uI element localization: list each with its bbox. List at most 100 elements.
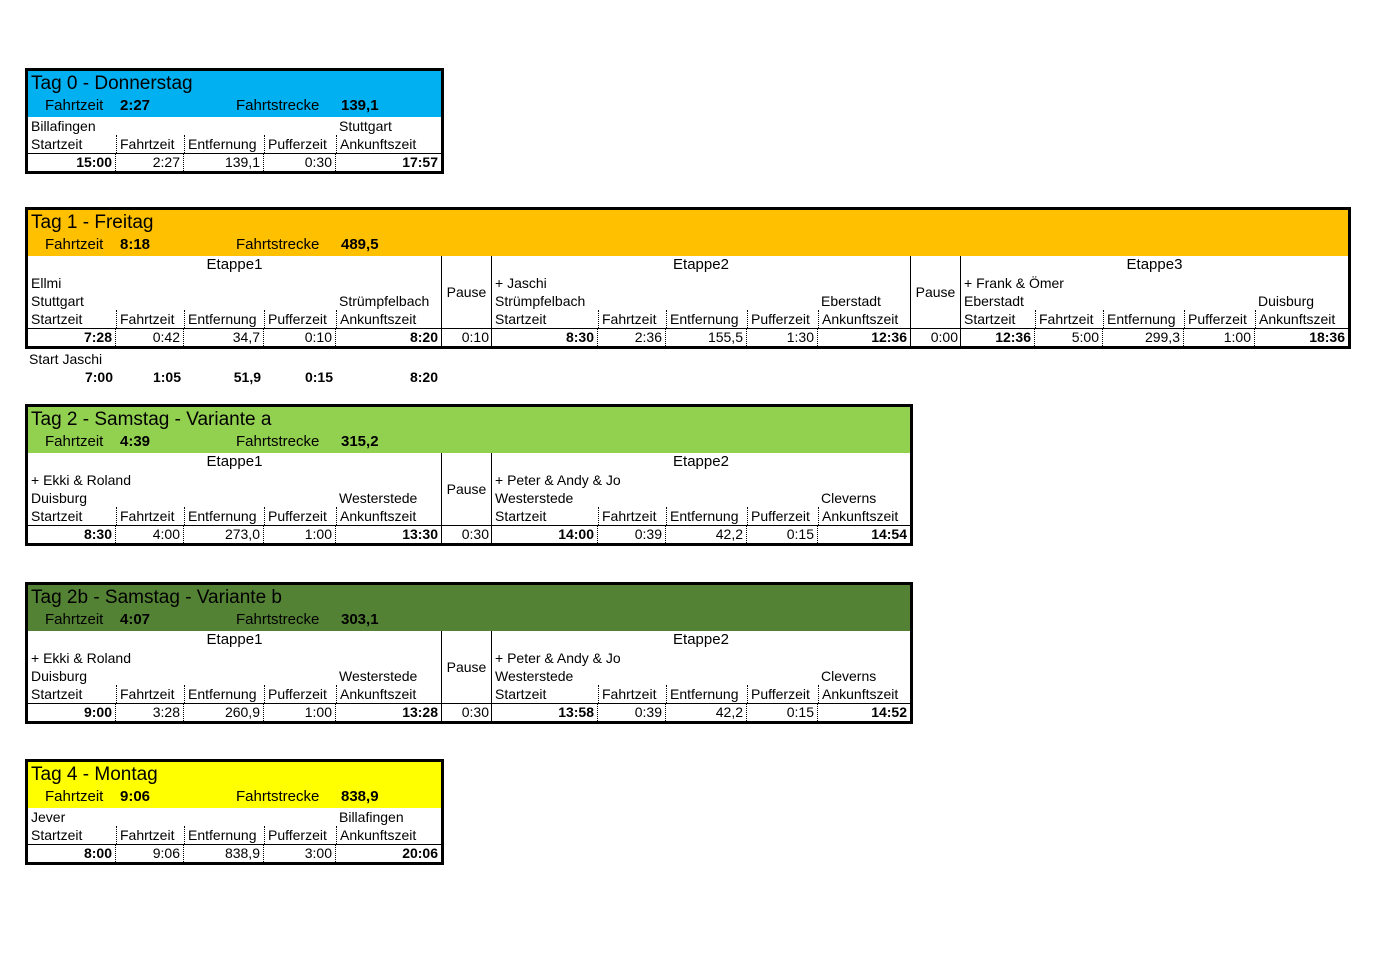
day-header: Tag 0 - Donnerstag Fahrtzeit 2:27 Fahrtstre…	[28, 71, 441, 117]
column-header: Pufferzeit	[747, 507, 818, 525]
column-header: Entfernung	[184, 826, 264, 844]
stage-from: Jever	[31, 809, 66, 825]
pause-label: Pause	[446, 481, 487, 497]
column-value: 273,0	[184, 525, 264, 543]
column-header: Startzeit	[31, 311, 83, 327]
pause-value: 0:30	[461, 704, 489, 720]
column-value: 299,3	[1103, 328, 1184, 346]
pause-line	[442, 703, 491, 704]
stage-from: Duisburg	[31, 668, 88, 684]
column-value: 12:36	[961, 328, 1035, 346]
column-header: Ankunftszeit	[336, 507, 441, 525]
column-value: 1:30	[747, 328, 818, 346]
strecke-value: 489,5	[341, 236, 379, 253]
day-header: Tag 4 - Montag Fahrtzeit 9:06 Fahrtstrecke 8…	[28, 762, 441, 808]
column-header: Ankunftszeit	[818, 685, 910, 703]
column-value: 8:00	[28, 844, 116, 862]
extra-value: 8:20	[409, 369, 438, 385]
column-value: 13:30	[402, 526, 438, 542]
column-value: 0:39	[598, 525, 666, 543]
value-row-line	[28, 525, 441, 526]
day-title: Tag 2 - Samstag - Variante a	[31, 409, 272, 430]
strecke-label: Fahrtstrecke	[236, 236, 320, 253]
extra-value: 0:15	[304, 369, 333, 385]
pause-label: Pause	[915, 284, 956, 300]
stage-to: Stuttgart	[339, 118, 392, 134]
extra-value: 1:05	[152, 369, 181, 385]
column-header: Startzeit	[495, 508, 547, 524]
strecke-label: Fahrtstrecke	[236, 611, 320, 628]
column-header: Pufferzeit	[264, 685, 336, 703]
stage-passenger: + Frank & Ömer	[964, 275, 1064, 291]
stage-passenger: + Peter & Andy & Jo	[495, 650, 621, 666]
column-value: 0:15	[747, 703, 818, 721]
column-header: Pufferzeit	[264, 507, 336, 525]
column-value: 0:10	[264, 328, 336, 346]
stage-header: Etappe1	[206, 453, 263, 470]
day-title: Tag 0 - Donnerstag	[31, 73, 193, 94]
value-row-line	[492, 525, 910, 526]
day-body: Etappe1 + Ekki & Roland Duisburg Westersted…	[28, 631, 910, 721]
strecke-value: 838,9	[341, 788, 379, 805]
column-value: 4:00	[116, 525, 184, 543]
strecke-label: Fahrtstrecke	[236, 97, 320, 114]
stage-to: Duisburg	[1258, 293, 1315, 309]
fahrtzeit-value: 2:27	[120, 97, 151, 114]
stage-from: Westerstede	[495, 490, 574, 506]
column-value: 5:00	[1035, 328, 1103, 346]
stage-from: Duisburg	[31, 490, 88, 506]
value-row-line	[28, 153, 441, 154]
column-header: Fahrtzeit	[116, 310, 184, 328]
column-header: Fahrtzeit	[598, 685, 666, 703]
day-box: Tag 4 - Montag Fahrtzeit 9:06 Fahrtstrecke 8…	[25, 759, 444, 865]
day-header: Tag 1 - Freitag Fahrtzeit 8:18 Fahrtstrecke…	[28, 210, 1348, 256]
stage-from: Eberstadt	[964, 293, 1024, 309]
column-value: 3:00	[264, 844, 336, 862]
stage-header: Etappe2	[673, 453, 729, 470]
day-title: Tag 2b - Samstag - Variante b	[31, 587, 282, 608]
column-value: 139,1	[184, 153, 264, 171]
fahrtzeit-value: 4:39	[120, 433, 151, 450]
strecke-value: 139,1	[341, 97, 379, 114]
value-row-line	[961, 328, 1348, 329]
column-header: Pufferzeit	[747, 310, 818, 328]
extra-value: 51,9	[233, 369, 261, 385]
value-row-line	[492, 328, 910, 329]
stage-from: Billafingen	[31, 118, 96, 134]
day-body: Etappe1 + Ekki & Roland Duisburg Westersted…	[28, 453, 910, 543]
column-header: Fahrtzeit	[1035, 310, 1103, 328]
value-row-line	[492, 703, 910, 704]
stage-to: Eberstadt	[821, 293, 881, 309]
column-header: Pufferzeit	[747, 685, 818, 703]
day-box: Tag 2b - Samstag - Variante b Fahrtzeit 4:…	[25, 582, 913, 724]
column-header: Ankunftszeit	[1255, 310, 1348, 328]
strecke-value: 315,2	[341, 433, 379, 450]
stage-passenger: + Ekki & Roland	[31, 650, 131, 666]
pause-column: Pause 0:30	[441, 453, 492, 543]
day-header: Tag 2b - Samstag - Variante b Fahrtzeit 4:…	[28, 585, 910, 631]
stage-passenger: + Ekki & Roland	[31, 472, 131, 488]
column-header: Ankunftszeit	[336, 310, 441, 328]
extra-value: 7:00	[84, 369, 113, 385]
column-header: Pufferzeit	[1184, 310, 1255, 328]
day-box: Tag 2 - Samstag - Variante a Fahrtzeit 4:3…	[25, 404, 913, 546]
stage-to: Billafingen	[339, 809, 404, 825]
pause-line	[442, 328, 491, 329]
stage-to: Strümpfelbach	[339, 293, 430, 309]
column-header: Ankunftszeit	[336, 135, 441, 153]
column-value: 7:28	[28, 328, 116, 346]
column-value: 2:27	[116, 153, 184, 171]
column-header: Fahrtzeit	[116, 507, 184, 525]
column-header: Ankunftszeit	[818, 310, 910, 328]
column-value: 260,9	[184, 703, 264, 721]
stage-header: Etappe1	[206, 631, 263, 648]
column-value: 42,2	[666, 703, 747, 721]
column-header: Fahrtzeit	[116, 135, 184, 153]
column-header: Entfernung	[184, 685, 264, 703]
pause-label: Pause	[446, 284, 487, 300]
column-header: Entfernung	[666, 507, 747, 525]
pause-label: Pause	[446, 659, 487, 675]
column-header: Fahrtzeit	[598, 507, 666, 525]
fahrtzeit-label: Fahrtzeit	[45, 97, 104, 114]
